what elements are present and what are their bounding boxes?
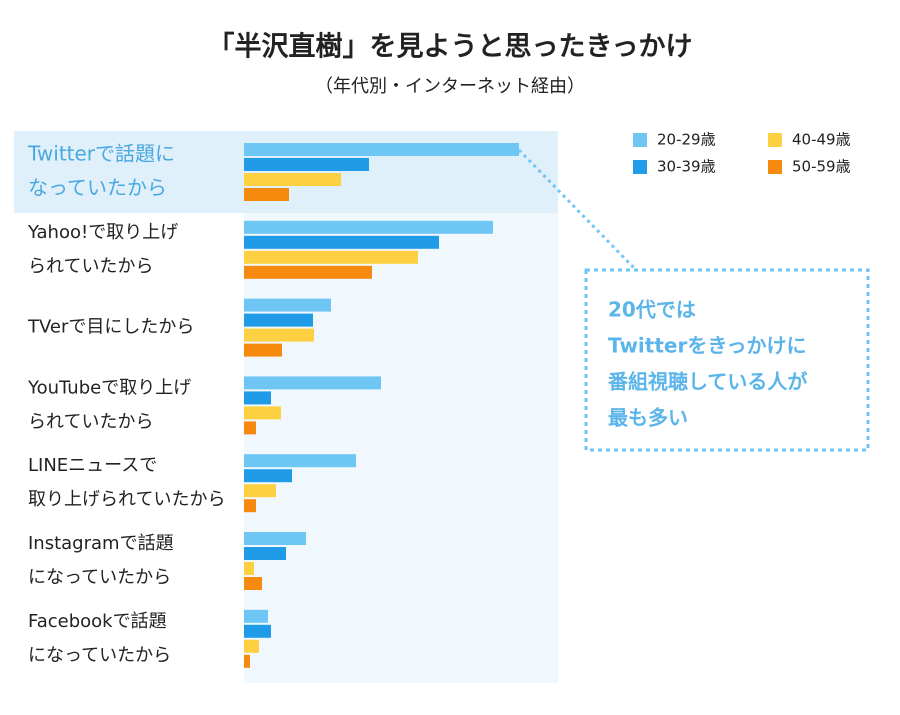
legend-label: 50-59歳 [792,158,851,176]
chart-subtitle: （年代別・インターネット経由） [315,76,585,97]
annotation-text: 最も多い [608,406,688,430]
bar [244,654,250,668]
category-label: Instagramで話題 [28,533,174,554]
bar [244,298,331,312]
legend-swatch [768,160,782,174]
category-label: られていたから [28,256,153,277]
bar [244,235,439,249]
category-label: 取り上げられていたから [28,489,225,510]
category-label: LINEニュースで [28,455,157,476]
annotation-text: Twitterをきっかけに [608,334,807,358]
category-label: になっていたから [28,645,171,666]
bar [244,143,519,156]
chart-title: 「半沢直樹」を見ようと思ったきっかけ [208,31,693,63]
bar [244,376,381,390]
bar [244,173,341,186]
annotation-text: 20代では [608,298,696,322]
category-label: Facebookで話題 [28,611,167,632]
bar [244,406,281,420]
bar [244,499,256,513]
bar [244,469,292,483]
bar [244,343,282,357]
bar [244,484,276,498]
bar [244,391,271,405]
bar [244,250,418,264]
bar [244,313,313,327]
legend-label: 20-29歳 [657,131,716,149]
bar [244,624,271,638]
bar [244,547,286,560]
bar [244,639,259,653]
category-label: Yahoo!で取り上げ [27,222,178,243]
category-label: YouTubeで取り上げ [27,377,191,398]
bar [244,562,254,575]
bar [244,609,268,623]
bar [244,158,369,171]
bar [244,328,314,342]
category-label: なっていたから [28,176,167,200]
category-label: になっていたから [28,567,171,588]
legend-swatch [768,133,782,147]
category-label: られていたから [28,411,153,432]
legend-label: 40-49歳 [792,131,851,149]
category-label: Twitterで話題に [27,142,175,166]
annotation-box [584,268,870,452]
bar [244,577,262,590]
legend-label: 30-39歳 [657,158,716,176]
bar [244,421,256,435]
bar [244,265,372,279]
category-label: TVerで目にしたから [27,317,194,338]
legend-swatch [633,160,647,174]
bar [244,532,306,545]
plot-panel [244,131,558,683]
annotation-text: 番組視聴している人が [607,370,807,394]
bar [244,454,356,468]
bar [244,188,289,201]
bar [244,220,493,234]
legend-swatch [633,133,647,147]
